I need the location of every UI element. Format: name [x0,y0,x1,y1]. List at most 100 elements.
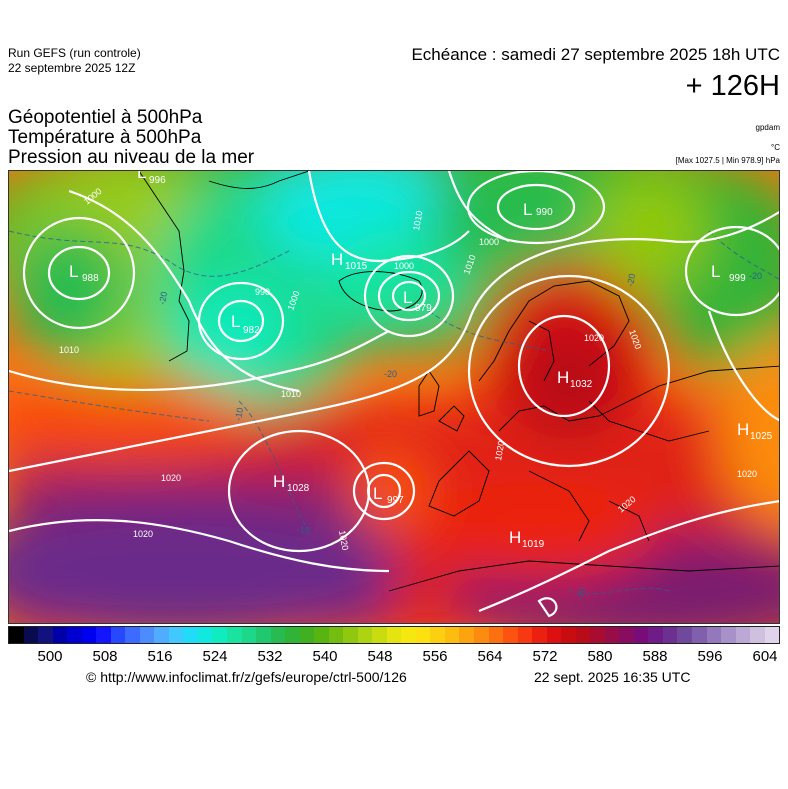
run-date: 22 septembre 2025 12Z [8,61,136,75]
isobar-label: 1020 [337,530,350,551]
pressure-center-value: 1025 [750,431,773,442]
color-scale-tick-label: 596 [697,648,723,665]
color-scale-swatch [241,627,257,643]
isobar-label: 1020 [161,473,181,483]
color-scale-swatch [9,627,24,643]
source-credit: © http://www.infoclimat.fr/z/gefs/europe… [86,669,407,685]
color-scale-bar [8,626,780,644]
color-scale-swatch [575,627,591,643]
unit-geopotential: gpdam [755,123,780,132]
color-scale-tick-label: 556 [422,648,448,665]
temperature-label: -20 [625,273,637,288]
color-scale-swatch [314,627,329,643]
color-scale-swatch [372,627,387,643]
color-scale-swatch [474,627,489,643]
pressure-center-value: 990 [536,207,553,218]
color-scale-swatch [328,627,344,643]
forecast-valid-time: Echéance : samedi 27 septembre 2025 18h … [411,45,780,64]
isobar-label: 1000 [479,237,499,247]
color-scale-swatch [357,627,373,643]
isobar-value-labels: 1000 1010 1010 990 1000 1000 1010 1020 1… [59,186,757,551]
pressure-center-type: L [231,312,240,331]
color-scale-tick-label: 604 [752,648,778,665]
color-scale-swatch [38,627,53,643]
pressure-center-type: H [737,420,749,439]
color-scale-swatch [764,627,780,643]
color-scale-swatch [139,627,155,643]
pressure-center-value: 988 [82,273,99,284]
color-scale-swatch [81,627,97,643]
temperature-label: -10 [233,407,245,422]
pressure-center-type: L [137,171,146,182]
weather-map: L 996 L 990 L 988 H 1015 L 979 L 982 L 9… [8,170,780,624]
temperature-label: -20 [157,291,169,306]
temperature-isotherms [9,230,779,595]
color-scale-swatch [343,627,358,643]
isobar-label: 1010 [411,210,424,231]
color-scale-swatch [619,627,634,643]
pressure-center-value: 1028 [287,483,310,494]
pressure-center-value: 979 [415,303,432,314]
color-scale-swatch [52,627,68,643]
temperature-label: -10 [297,525,310,535]
color-scale-swatch [546,627,562,643]
color-scale-tick-label: 572 [532,648,558,665]
color-scale-tick-label: 564 [477,648,503,665]
pressure-center-type: L [711,262,720,281]
color-scale-tick-label: 532 [257,648,283,665]
pressure-center-type: L [523,200,532,219]
temperature-label: -10 [575,587,587,602]
color-scale-swatch [677,627,692,643]
unit-temperature: °C [771,143,780,152]
color-scale-swatch [270,627,286,643]
color-scale-swatch [430,627,445,643]
temperature-value-labels: -20 -20 -20 -20 -10 -10 -10 [157,271,762,601]
parameter-temperature: Température à 500hPa [8,127,202,148]
pressure-center-value: 999 [729,273,746,284]
pressure-center-type: L [403,288,412,307]
color-scale-swatch [706,627,722,643]
color-scale-swatch [459,627,474,643]
pressure-center-type: H [273,472,285,491]
color-scale-swatch [691,627,707,643]
isobar-label: 1010 [59,345,79,355]
color-scale-swatch [517,627,533,643]
color-scale-tick-label: 580 [587,648,613,665]
isobar-label: 1020 [493,440,506,461]
color-scale-swatch [401,627,416,643]
color-scale-swatch [503,627,518,643]
color-scale-tick-label: 588 [642,648,668,665]
temperature-label: -20 [384,369,397,379]
color-scale-swatch [299,627,315,643]
color-scale-swatch [168,627,184,643]
color-scale-swatch [183,627,198,643]
color-scale-swatch [532,627,547,643]
pressure-center-value: 997 [387,495,404,506]
pressure-center-value: 996 [149,175,166,186]
pressure-center-type: H [331,250,343,269]
isobar-label: 1010 [281,389,301,399]
color-scale-swatch [154,627,169,643]
generation-time: 22 sept. 2025 16:35 UTC [534,669,691,685]
color-scale-swatch [67,627,82,643]
color-scale-swatch [604,627,620,643]
color-scale-swatch [561,627,576,643]
pressure-center-labels: L 996 L 990 L 988 H 1015 L 979 L 982 L 9… [69,171,773,550]
color-scale-swatch [735,627,751,643]
color-scale-swatch [96,627,111,643]
color-scale-tick-label: 508 [92,648,118,665]
color-scale-swatch [721,627,736,643]
color-scale-swatch [23,627,39,643]
color-scale-swatch [633,627,649,643]
lead-time: + 126H [685,70,780,102]
geopotential-field: L 996 L 990 L 988 H 1015 L 979 L 982 L 9… [9,171,779,623]
pressure-center-value: 1019 [522,539,545,550]
color-scale-swatch [110,627,126,643]
color-scale-swatch [590,627,605,643]
color-scale-swatch [212,627,227,643]
color-scale-swatch [648,627,663,643]
pressure-center-value: 982 [243,325,260,336]
isobar-label: 1020 [133,529,153,539]
color-scale-tick-label: 524 [202,648,228,665]
color-scale-swatch [125,627,140,643]
